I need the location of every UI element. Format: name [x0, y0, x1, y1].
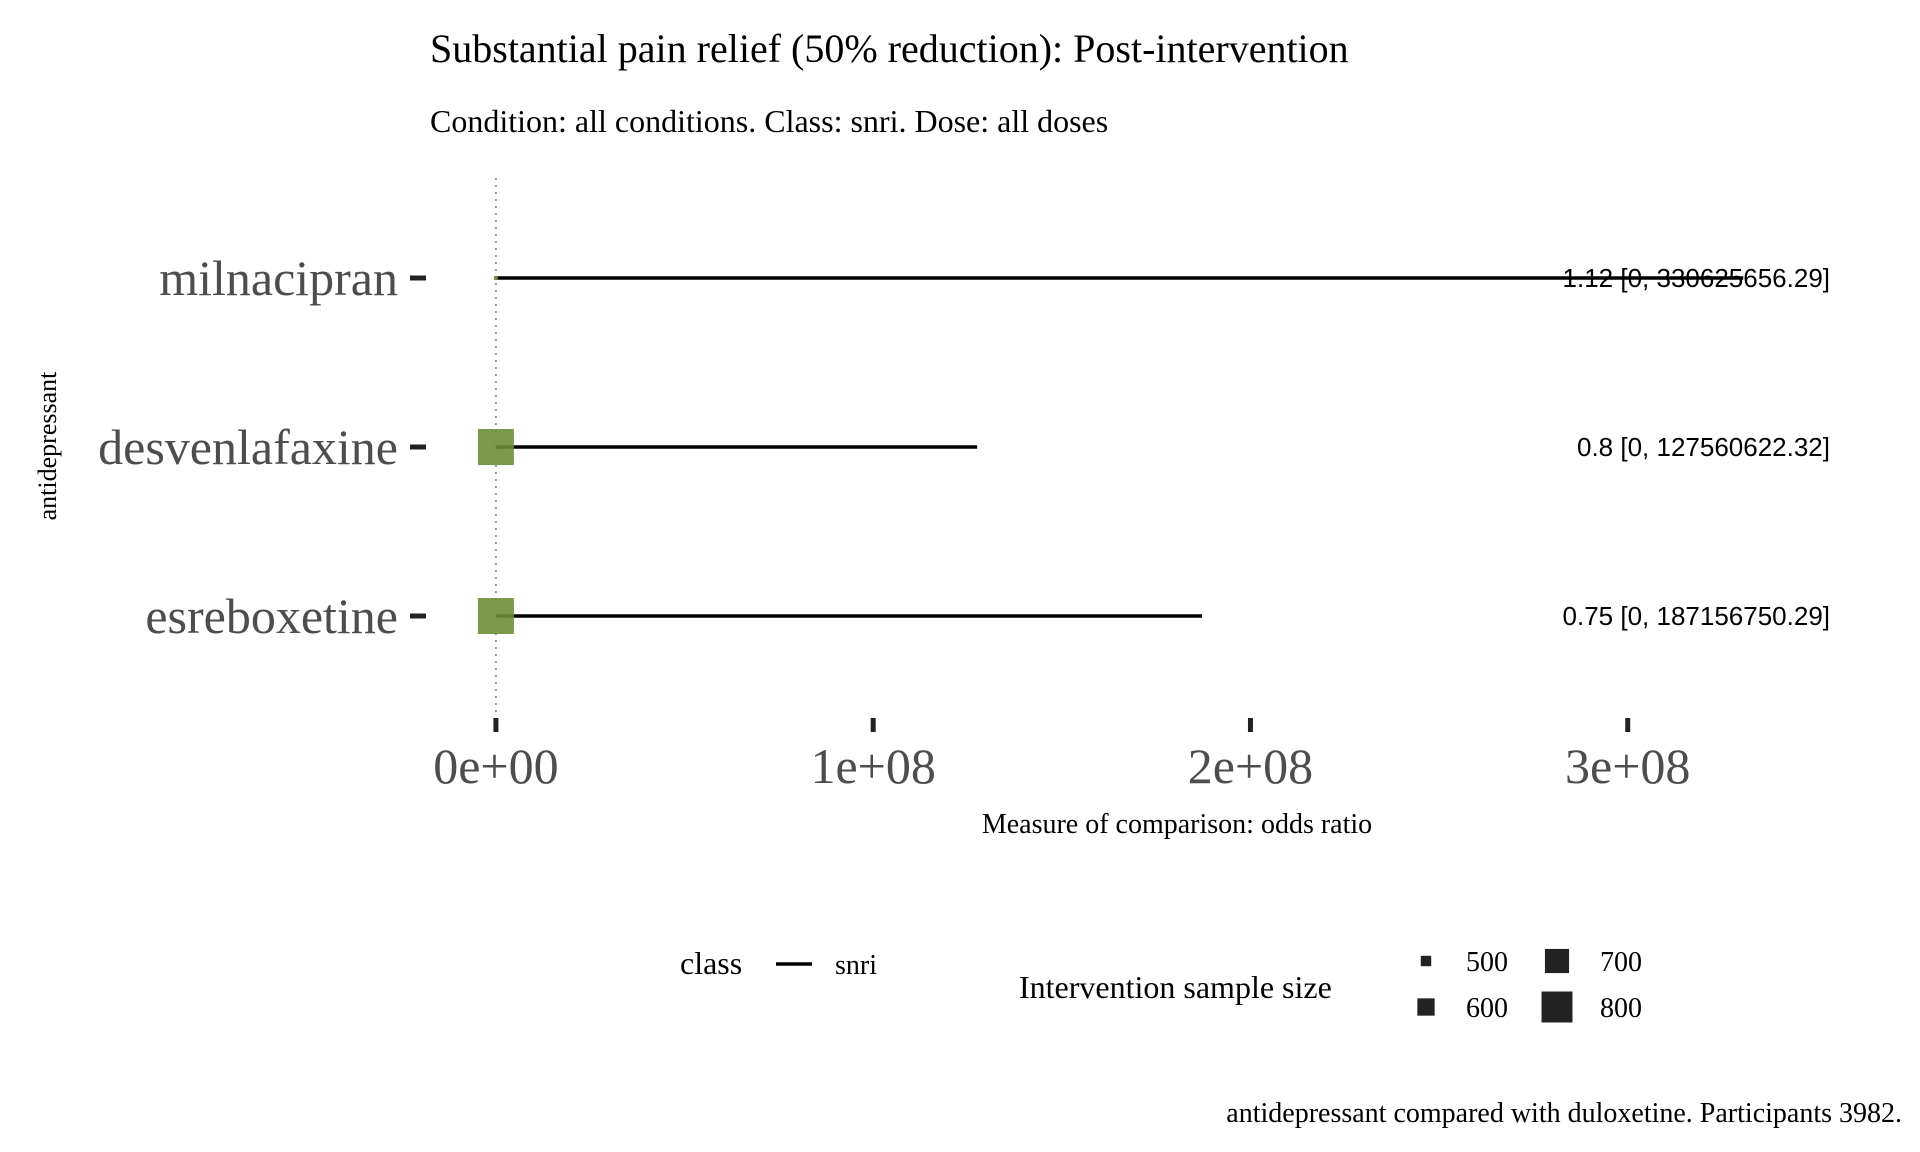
legend-size-keys: 500 600 700 800 — [1417, 947, 1642, 1024]
chart-subtitle: Condition: all conditions. Class: snri. … — [430, 103, 1108, 139]
y-tick-label: milnacipran — [159, 250, 398, 306]
legend-size-key — [1544, 948, 1570, 974]
legend-size-key — [1420, 955, 1432, 967]
x-axis-label: Measure of comparison: odds ratio — [982, 809, 1372, 840]
data-label: 0.75 [0, 187156750.29] — [1563, 601, 1830, 631]
plot-area: 0e+00 1e+08 2e+08 3e+08 milnacipran 1.12 [0, … — [98, 178, 1830, 794]
legend-size-label: 600 — [1466, 993, 1508, 1024]
point-estimate — [477, 429, 514, 465]
legend-class: class snri — [680, 945, 877, 981]
legend-size-label: 500 — [1466, 947, 1508, 978]
x-tick-label: 2e+08 — [1188, 738, 1313, 794]
data-label: 1.12 [0, 330625656.29] — [1563, 263, 1830, 293]
y-axis-label: antidepressant — [33, 371, 62, 521]
legend-size: Intervention sample size 500 600 700 800 — [1019, 947, 1642, 1024]
x-tick-label: 3e+08 — [1565, 738, 1690, 794]
legend-size-label: 700 — [1600, 947, 1642, 978]
y-tick-label: desvenlafaxine — [98, 419, 398, 475]
legend-class-title: class — [680, 945, 742, 981]
legend-size-key — [1417, 998, 1435, 1016]
y-tick-label: esreboxetine — [145, 588, 398, 644]
x-tick-label: 0e+00 — [433, 738, 558, 794]
legend-size-title: Intervention sample size — [1019, 969, 1332, 1005]
chart-title: Substantial pain relief (50% reduction):… — [430, 26, 1349, 71]
data-label: 0.8 [0, 127560622.32] — [1577, 432, 1830, 462]
chart-caption: antidepressant compared with duloxetine.… — [1226, 1098, 1902, 1129]
legend-class-item-label: snri — [835, 950, 877, 981]
legend-size-key — [1541, 991, 1573, 1023]
point-estimate — [477, 598, 514, 634]
x-tick-label: 1e+08 — [810, 738, 935, 794]
point-estimate — [493, 276, 498, 280]
legend-size-label: 800 — [1600, 993, 1642, 1024]
